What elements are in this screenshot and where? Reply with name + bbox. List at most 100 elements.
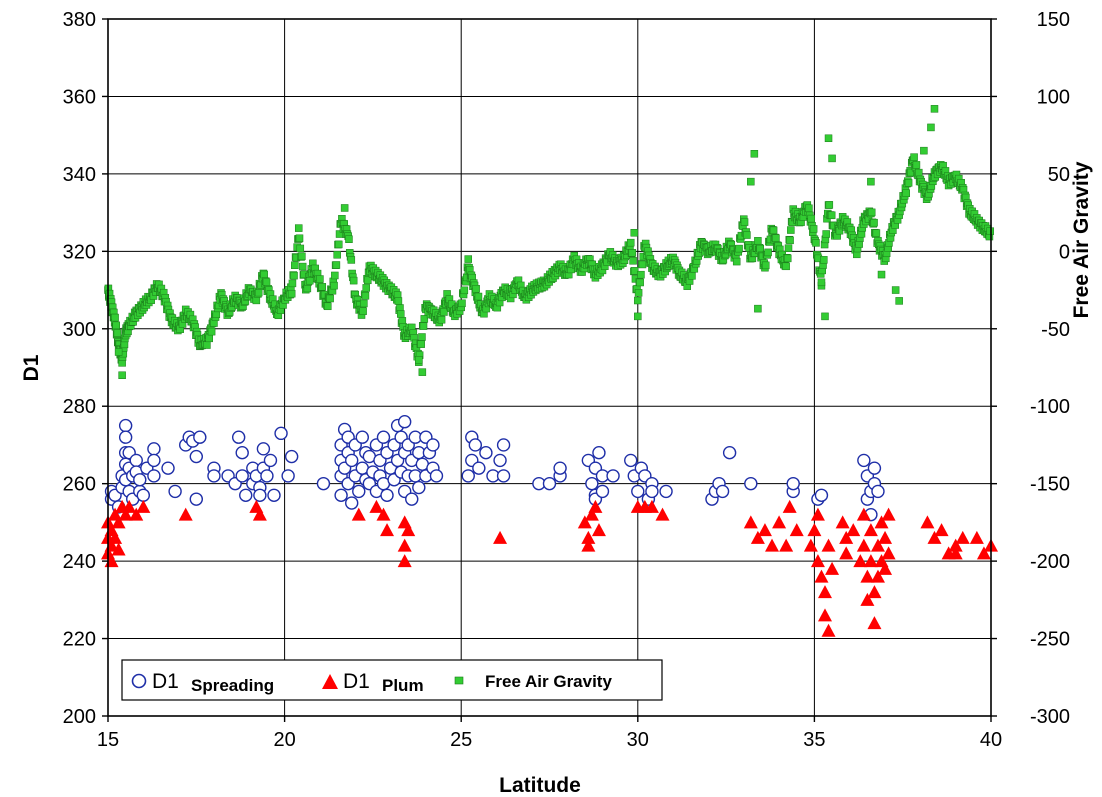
gravity-point (637, 270, 645, 279)
y-right-tick-label: -250 (1030, 629, 1070, 651)
y-left-tick-label: 220 (63, 629, 96, 651)
y-right-axis-title: Free Air Gravity (1070, 161, 1093, 318)
spreading-point (496, 469, 511, 483)
spreading-point (231, 430, 246, 444)
legend-plum-main: D1 (343, 670, 370, 693)
gravity-point (362, 284, 370, 292)
plum-point (856, 538, 871, 552)
plum-point (810, 554, 825, 568)
legend: D1 Spreading D1 Plum Free Air Gravity (121, 659, 663, 701)
y-left-tick-labels: 200 220 240 260 280 300 320 340 360 380 (63, 9, 96, 728)
y-left-tick-label: 240 (63, 551, 96, 573)
plum-point (839, 546, 854, 560)
x-tick-labels: 15 20 25 30 35 40 (97, 729, 1002, 751)
plum-point (867, 585, 882, 599)
plum-point (870, 569, 885, 583)
plum-point (644, 499, 659, 513)
gravity-point (458, 299, 466, 308)
gravity-point (415, 356, 423, 364)
gravity-point (420, 315, 429, 323)
plum-point (789, 523, 804, 537)
gravity-point (828, 154, 836, 163)
plum-point (881, 546, 896, 560)
plum-point (807, 523, 822, 537)
plum-point (779, 538, 794, 552)
plum-point (401, 523, 416, 537)
spreading-point (493, 453, 507, 468)
gravity-point (417, 340, 425, 348)
spreading-point (256, 442, 271, 456)
gravity-point (786, 236, 794, 245)
spreading-point (235, 469, 249, 483)
spreading-point (871, 484, 885, 499)
plum-point (757, 523, 772, 537)
spreading-point (352, 484, 366, 499)
gravity-point (361, 291, 370, 300)
plum-point (948, 546, 963, 560)
legend-plum-marker (322, 674, 338, 689)
y-left-tick-label: 300 (63, 319, 96, 341)
gravity-point (316, 275, 324, 283)
gravity-point (754, 304, 762, 313)
spreading-point (606, 469, 620, 483)
plum-point (969, 530, 984, 544)
plum-point (825, 561, 840, 575)
plum-point (577, 515, 592, 529)
gravity-point (756, 244, 764, 253)
spreading-point (118, 418, 133, 433)
gravity-point (118, 371, 126, 379)
spreading-point (118, 430, 133, 444)
spreading-point (129, 453, 143, 468)
spreading-point (553, 461, 567, 475)
gravity-point (769, 226, 778, 235)
gravity-point (732, 257, 741, 266)
gravity-point (630, 267, 639, 275)
x-tick-label: 25 (450, 729, 472, 751)
gravity-point (260, 270, 268, 279)
plum-point (934, 523, 949, 537)
gravity-point (912, 161, 921, 169)
gravity-point (290, 271, 298, 280)
gravity-point (296, 244, 305, 253)
gravity-point (638, 260, 647, 269)
plum-point (870, 538, 885, 552)
legend-box (121, 659, 663, 701)
gravity-point (634, 312, 642, 321)
gravity-point (340, 204, 349, 212)
y-left-tick-label: 280 (63, 396, 96, 418)
plum-point (108, 530, 123, 544)
gravity-point (634, 289, 643, 297)
gravity-point (205, 334, 214, 343)
gravity-point (287, 289, 296, 298)
gravity-point (754, 237, 762, 245)
gravity-point (333, 251, 341, 259)
plum-point (581, 538, 596, 552)
gravity-point (764, 248, 772, 257)
gravity-point (743, 231, 751, 239)
spreading-point (659, 484, 673, 499)
spreading-point (253, 488, 267, 502)
plum-point (122, 499, 137, 513)
plum-point (376, 507, 391, 521)
x-tick-label: 30 (627, 729, 649, 751)
spreading-point (814, 488, 829, 502)
y-right-tick-label: 50 (1048, 164, 1070, 186)
plum-point (839, 530, 854, 544)
gravity-point (324, 302, 332, 311)
plum-point (835, 515, 850, 529)
gravity-point (331, 271, 339, 280)
plum-point (817, 585, 832, 599)
gravity-point (262, 278, 271, 287)
legend-plum-sub: Plum (382, 676, 424, 695)
spreading-point (397, 415, 412, 429)
x-tick-label: 35 (803, 729, 825, 751)
spreading-point (412, 480, 426, 495)
spreading-point (260, 469, 274, 483)
y-left-tick-label: 200 (63, 706, 96, 728)
gravity-point (474, 292, 483, 301)
spreading-point (479, 445, 493, 460)
y-left-tick-label: 340 (63, 164, 96, 186)
gravity-point (397, 310, 405, 318)
gravity-point (910, 153, 918, 161)
gravity-point (252, 296, 261, 305)
